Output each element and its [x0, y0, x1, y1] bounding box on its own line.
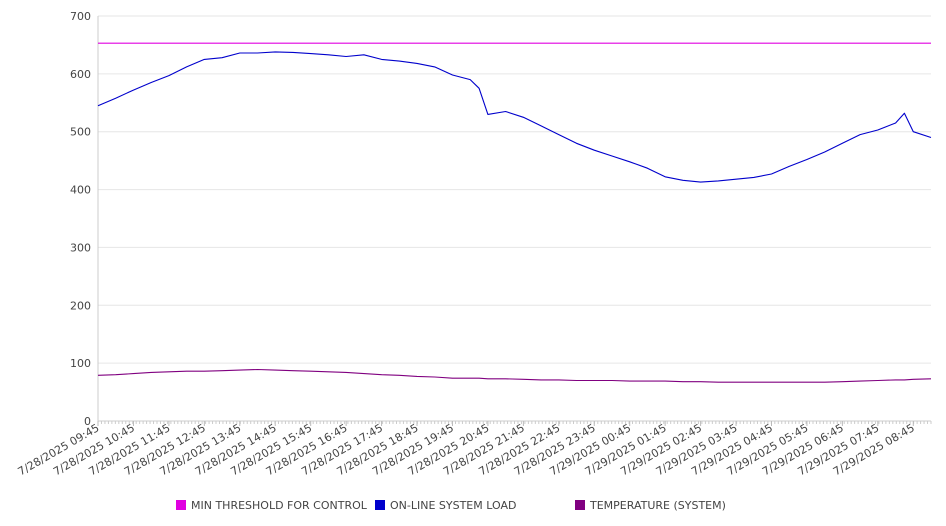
x-axis-tick-labels: 7/28/2025 09:457/28/2025 10:457/28/2025 …: [16, 421, 917, 478]
series-lines: [97, 42, 932, 383]
y-axis-tick-labels: 0 100 200 300 400 500 600 700: [70, 10, 91, 428]
grid-lines: [98, 15, 931, 364]
series-line-1: [97, 51, 932, 183]
legend-label-min-threshold: MIN THRESHOLD FOR CONTROL: [191, 499, 367, 512]
legend-swatch-min-threshold: [176, 500, 186, 510]
legend-swatch-temperature: [575, 500, 585, 510]
y-tick-label-4: 400: [70, 184, 91, 197]
y-tick-label-2: 200: [70, 299, 91, 312]
y-tick-label-7: 700: [70, 10, 91, 23]
legend-item-min-threshold[interactable]: MIN THRESHOLD FOR CONTROL: [176, 498, 367, 514]
series-line-2: [97, 368, 932, 383]
axes: [97, 16, 932, 426]
y-tick-label-1: 100: [70, 357, 91, 370]
chart-legend: MIN THRESHOLD FOR CONTROL ON-LINE SYSTEM…: [0, 498, 946, 514]
legend-item-temperature[interactable]: TEMPERATURE (SYSTEM): [575, 498, 726, 514]
legend-label-system-load: ON-LINE SYSTEM LOAD: [390, 499, 517, 512]
legend-label-temperature: TEMPERATURE (SYSTEM): [590, 499, 726, 512]
legend-swatch-system-load: [375, 500, 385, 510]
y-tick-label-5: 500: [70, 126, 91, 139]
legend-item-system-load[interactable]: ON-LINE SYSTEM LOAD: [375, 498, 516, 514]
y-tick-label-3: 300: [70, 241, 91, 254]
y-tick-label-6: 600: [70, 68, 91, 81]
y-tick-label-0: 0: [84, 415, 91, 428]
